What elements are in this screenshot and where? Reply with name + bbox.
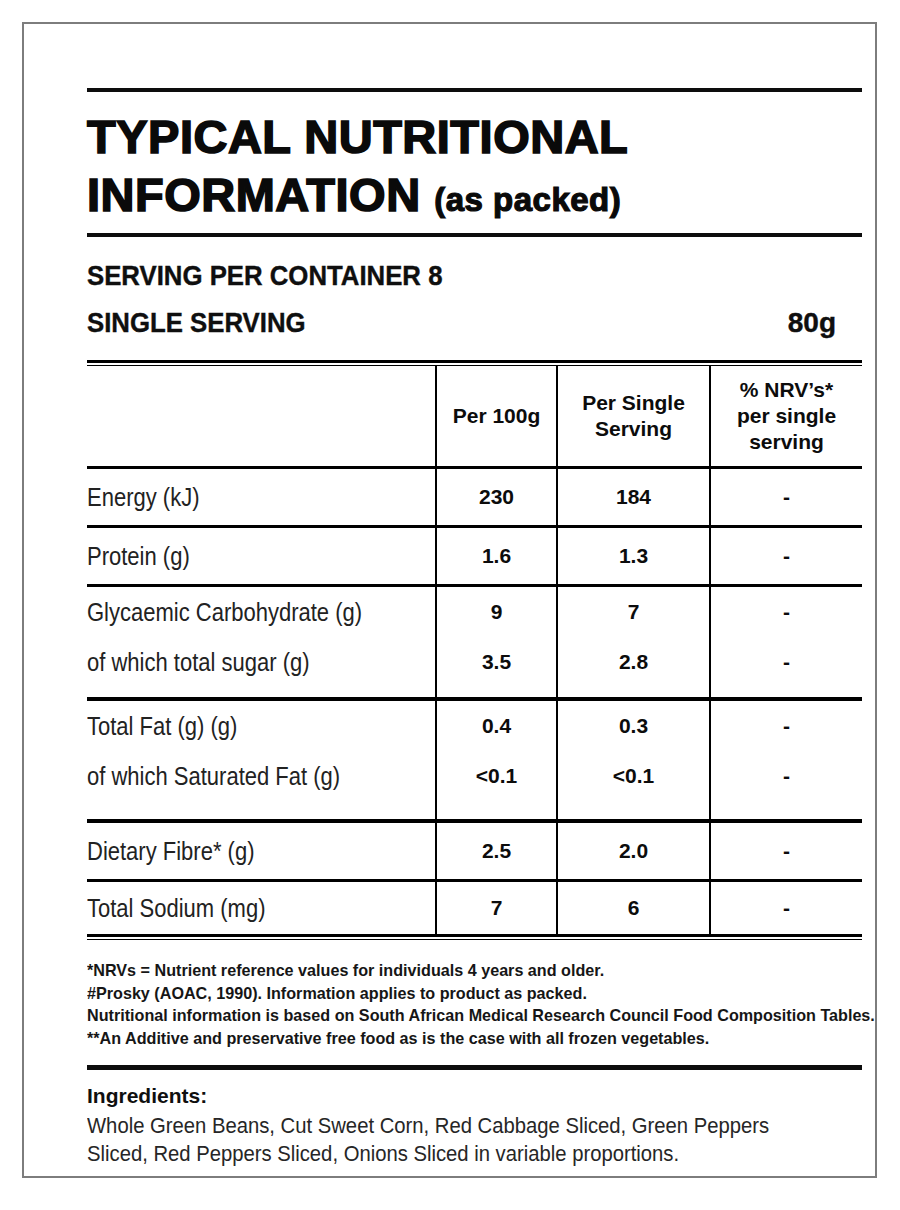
title-line2: INFORMATION bbox=[87, 168, 421, 221]
row-value: 2.0 bbox=[619, 839, 648, 863]
row-sublabel: of which total sugar (g) bbox=[87, 648, 310, 677]
footnote-additive: **An Additive and preservative free food… bbox=[87, 1028, 823, 1051]
label-frame: TYPICAL NUTRITIONAL INFORMATION (as pack… bbox=[22, 22, 877, 1178]
table-row-protein: Protein (g) 1.6 1.3 - bbox=[87, 528, 862, 587]
ingredients-rule bbox=[87, 1065, 862, 1070]
title-suffix: (as packed) bbox=[434, 181, 621, 218]
table-row-total-sodium: Total Sodium (mg) 7 6 - bbox=[87, 882, 862, 934]
single-serving-label: SINGLE SERVING bbox=[87, 307, 306, 339]
row-value: 7 bbox=[628, 600, 640, 624]
row-value: - bbox=[783, 764, 790, 788]
row-value: - bbox=[783, 650, 790, 674]
table-row-fat-group: Total Fat (g) (g) of which Saturated Fat… bbox=[87, 701, 862, 823]
row-value: 2.5 bbox=[482, 839, 511, 863]
row-value: 3.5 bbox=[482, 650, 511, 674]
row-value: 0.3 bbox=[619, 714, 648, 738]
footnote-source: Nutritional information is based on Sout… bbox=[87, 1005, 823, 1028]
row-value: 1.6 bbox=[482, 544, 511, 568]
single-serving-row: SINGLE SERVING 80g bbox=[87, 307, 862, 339]
row-value: 184 bbox=[616, 485, 651, 509]
header-nrv: % NRV’s* per single serving bbox=[709, 366, 862, 466]
row-value: - bbox=[783, 600, 790, 624]
header-per-100g: Per 100g bbox=[435, 366, 556, 466]
footnote-nrv: *NRVs = Nutrient reference values for in… bbox=[87, 960, 823, 983]
row-label: Total Fat (g) (g) bbox=[87, 712, 237, 741]
row-value: 7 bbox=[491, 896, 503, 920]
header-metric-cell bbox=[87, 366, 435, 466]
table-row-dietary-fibre: Dietary Fibre* (g) 2.5 2.0 - bbox=[87, 823, 862, 882]
row-label: Glycaemic Carbohydrate (g) bbox=[87, 598, 362, 627]
row-value: <0.1 bbox=[476, 764, 517, 788]
row-value: 9 bbox=[491, 600, 503, 624]
title-line1: TYPICAL NUTRITIONAL bbox=[87, 110, 628, 163]
row-label: Total Sodium (mg) bbox=[87, 894, 266, 923]
row-value: - bbox=[783, 714, 790, 738]
row-value: - bbox=[783, 839, 790, 863]
row-value: - bbox=[783, 485, 790, 509]
row-label: Energy (kJ) bbox=[87, 483, 199, 512]
title-bottom-rule bbox=[87, 233, 862, 237]
row-value: - bbox=[783, 896, 790, 920]
row-value: 0.4 bbox=[482, 714, 511, 738]
ingredients-text: Whole Green Beans, Cut Sweet Corn, Red C… bbox=[87, 1112, 807, 1167]
row-label: Dietary Fibre* (g) bbox=[87, 837, 254, 866]
ingredients-heading: Ingredients: bbox=[87, 1084, 207, 1108]
nutrition-table: Per 100g Per Single Serving % NRV’s* per… bbox=[87, 360, 862, 940]
single-serving-value: 80g bbox=[788, 307, 836, 339]
row-value: 2.8 bbox=[619, 650, 648, 674]
footnote-prosky: #Prosky (AOAC, 1990). Information applie… bbox=[87, 983, 823, 1006]
table-bottom-rule bbox=[87, 934, 862, 940]
table-row-energy: Energy (kJ) 230 184 - bbox=[87, 469, 862, 528]
row-value: 1.3 bbox=[619, 544, 648, 568]
row-value: 6 bbox=[628, 896, 640, 920]
row-label: Protein (g) bbox=[87, 542, 190, 571]
header-per-single-serving: Per Single Serving bbox=[556, 366, 709, 466]
row-value: - bbox=[783, 544, 790, 568]
row-value: 230 bbox=[479, 485, 514, 509]
table-row-carbohydrate-group: Glycaemic Carbohydrate (g) of which tota… bbox=[87, 587, 862, 701]
row-value: <0.1 bbox=[613, 764, 654, 788]
table-header-row: Per 100g Per Single Serving % NRV’s* per… bbox=[87, 366, 862, 469]
label-title: TYPICAL NUTRITIONAL INFORMATION (as pack… bbox=[87, 108, 862, 229]
serving-per-container: SERVING PER CONTAINER 8 bbox=[87, 260, 473, 292]
title-top-rule bbox=[87, 88, 862, 92]
footnotes: *NRVs = Nutrient reference values for in… bbox=[87, 960, 862, 1050]
row-sublabel: of which Saturated Fat (g) bbox=[87, 762, 340, 791]
